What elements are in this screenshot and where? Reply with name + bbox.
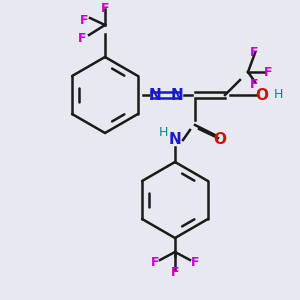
Text: F: F (80, 14, 88, 26)
Text: F: F (101, 2, 109, 16)
Text: F: F (250, 79, 258, 92)
Text: N: N (169, 133, 182, 148)
Text: F: F (151, 256, 159, 268)
Text: F: F (171, 266, 179, 278)
Text: F: F (191, 256, 199, 268)
Text: F: F (264, 65, 272, 79)
Text: O: O (256, 88, 268, 103)
Text: N: N (171, 88, 183, 103)
Text: H: H (158, 125, 168, 139)
Text: F: F (78, 32, 86, 44)
Text: H: H (273, 88, 283, 101)
Text: F: F (250, 46, 258, 59)
Text: N: N (148, 88, 161, 103)
Text: O: O (214, 133, 226, 148)
